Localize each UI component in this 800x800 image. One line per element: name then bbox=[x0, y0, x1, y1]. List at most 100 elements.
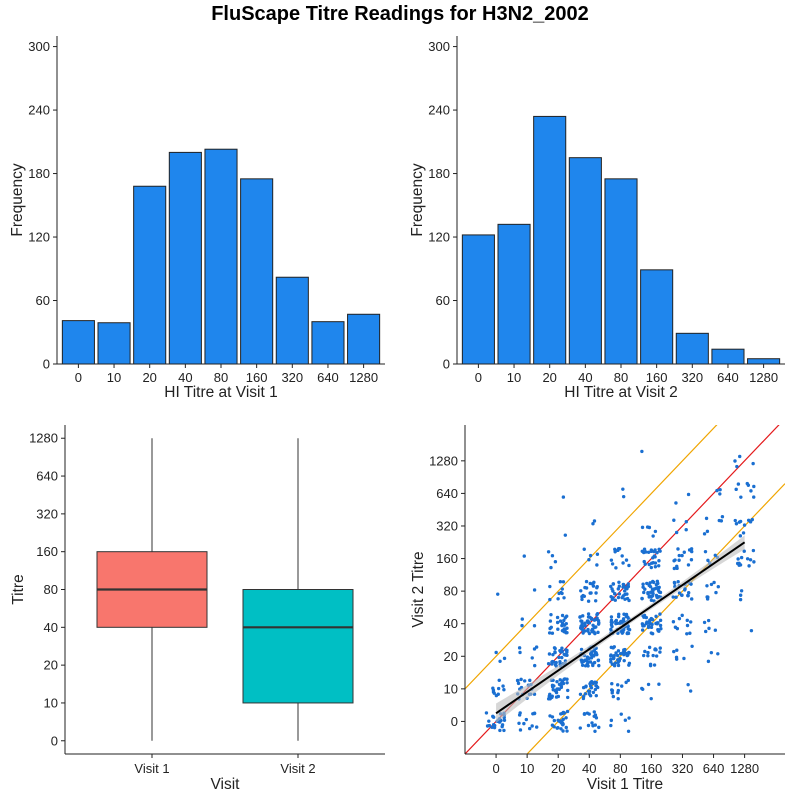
scatter-point bbox=[615, 653, 620, 658]
scatter-point bbox=[547, 652, 552, 656]
y-tick-label: 80 bbox=[44, 582, 58, 597]
panel-titre-boxplot: 0 10 20 40 80 160 320 640 1280 Visit 1 Visit 2 Visi… bbox=[10, 425, 385, 793]
x-tick-label: 80 bbox=[614, 370, 628, 385]
scatter-point bbox=[563, 533, 568, 537]
scatter-point bbox=[749, 628, 754, 633]
scatter-point bbox=[672, 566, 677, 571]
scatter-point bbox=[648, 662, 653, 667]
scatter-point bbox=[546, 662, 551, 666]
scatter-point bbox=[640, 549, 644, 553]
scatter-point bbox=[623, 597, 627, 601]
scatter-point bbox=[595, 563, 599, 567]
scatter-point bbox=[750, 517, 754, 522]
scatter-point bbox=[554, 660, 558, 665]
scatter-point bbox=[734, 487, 738, 492]
bar-320 bbox=[675, 332, 709, 365]
y-tick-label: 40 bbox=[444, 616, 458, 631]
scatter-point bbox=[566, 695, 570, 700]
scatter-point bbox=[586, 664, 590, 668]
scatter-point bbox=[494, 650, 498, 655]
scatter-point bbox=[716, 652, 720, 656]
scatter-point bbox=[582, 712, 587, 716]
scatter-point bbox=[658, 549, 662, 553]
scatter-point bbox=[564, 614, 569, 618]
scatter-point bbox=[565, 650, 569, 654]
scatter-point bbox=[617, 592, 622, 596]
x-tick-label: 80 bbox=[214, 370, 228, 385]
scatter-point bbox=[533, 663, 537, 668]
scatter-point bbox=[653, 647, 657, 651]
bar-160 bbox=[240, 178, 274, 365]
scatter-point bbox=[613, 550, 617, 554]
scatter-point bbox=[703, 549, 708, 554]
scatter-point bbox=[555, 615, 560, 620]
scatter-point bbox=[716, 585, 720, 589]
scatter-point bbox=[677, 591, 682, 595]
scatter-point bbox=[623, 592, 627, 597]
y-tick-label: 80 bbox=[444, 584, 458, 599]
scatter-point bbox=[686, 593, 690, 598]
scatter-point bbox=[649, 565, 654, 570]
x-tick-label: 0 bbox=[492, 761, 499, 776]
scatter-point bbox=[565, 677, 569, 681]
y-tick-label: 1280 bbox=[429, 453, 458, 468]
scatter-point bbox=[587, 712, 591, 716]
scatter-point bbox=[620, 554, 624, 558]
scatter-point bbox=[597, 725, 601, 730]
scatter-point bbox=[674, 530, 679, 535]
scatter-point bbox=[745, 557, 750, 561]
scatter-point bbox=[530, 724, 534, 728]
scatter-point bbox=[588, 652, 593, 656]
scatter-point bbox=[680, 553, 684, 558]
scatter-point bbox=[689, 620, 693, 624]
bar-0 bbox=[61, 320, 95, 365]
scatter-point bbox=[738, 593, 743, 597]
y-tick-label: 1280 bbox=[29, 431, 58, 446]
scatter-point bbox=[592, 519, 597, 523]
scatter-point bbox=[517, 721, 521, 726]
scatter-point bbox=[751, 548, 756, 553]
scatter-point bbox=[586, 655, 590, 660]
scatter-point bbox=[658, 612, 662, 616]
scatter-point bbox=[649, 549, 654, 554]
panel-titre-scatter: 0 10 20 40 80 160 320 640 1280 0 10 20 40 80 160 320 640… bbox=[410, 425, 785, 793]
scatter-point bbox=[646, 592, 650, 596]
scatter-point bbox=[517, 646, 522, 650]
scatter-point bbox=[647, 562, 651, 567]
scatter-point bbox=[518, 728, 523, 732]
scatter-point bbox=[592, 660, 597, 665]
scatter-point bbox=[549, 625, 553, 629]
scatter-point bbox=[644, 550, 648, 554]
scatter-point bbox=[555, 726, 559, 730]
scatter-point bbox=[640, 628, 645, 632]
x-tick-label: 640 bbox=[317, 370, 339, 385]
scatter-point bbox=[556, 627, 560, 631]
scatter-point bbox=[655, 579, 660, 583]
x-tick-label: 1280 bbox=[749, 370, 778, 385]
scatter-point bbox=[657, 682, 661, 686]
scatter-point bbox=[646, 650, 650, 655]
y-tick-label: 300 bbox=[428, 39, 450, 54]
box-2 bbox=[242, 589, 354, 704]
scatter-point bbox=[578, 692, 583, 696]
scatter-point bbox=[673, 625, 678, 629]
scatter-point bbox=[581, 593, 585, 598]
scatter-point bbox=[642, 624, 646, 628]
scatter-point bbox=[675, 648, 679, 652]
x-tick-label: Visit 2 bbox=[280, 761, 315, 776]
scatter-point bbox=[653, 548, 657, 552]
scatter-point bbox=[649, 616, 654, 621]
scatter-point bbox=[591, 681, 595, 686]
x-tick-label: 0 bbox=[475, 370, 482, 385]
scatter-point bbox=[640, 525, 645, 530]
scatter-point bbox=[709, 650, 714, 655]
scatter-point bbox=[653, 565, 658, 569]
scatter-point bbox=[709, 582, 714, 587]
scatter-point bbox=[715, 488, 719, 493]
scatter-point bbox=[684, 520, 689, 524]
scatter-point bbox=[560, 649, 564, 654]
scatter-point bbox=[706, 595, 710, 599]
scatter-point bbox=[625, 653, 629, 658]
scatter-point bbox=[702, 532, 707, 536]
scatter-point bbox=[752, 484, 756, 489]
